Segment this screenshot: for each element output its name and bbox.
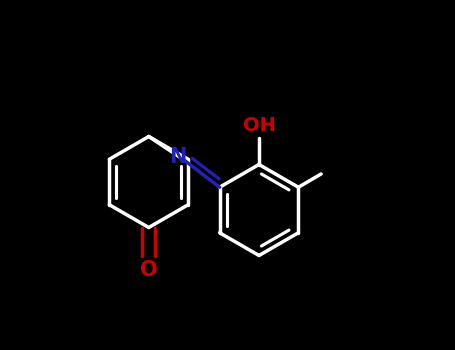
Text: N: N — [169, 147, 187, 167]
Text: O: O — [140, 260, 157, 280]
Text: OH: OH — [243, 117, 275, 135]
